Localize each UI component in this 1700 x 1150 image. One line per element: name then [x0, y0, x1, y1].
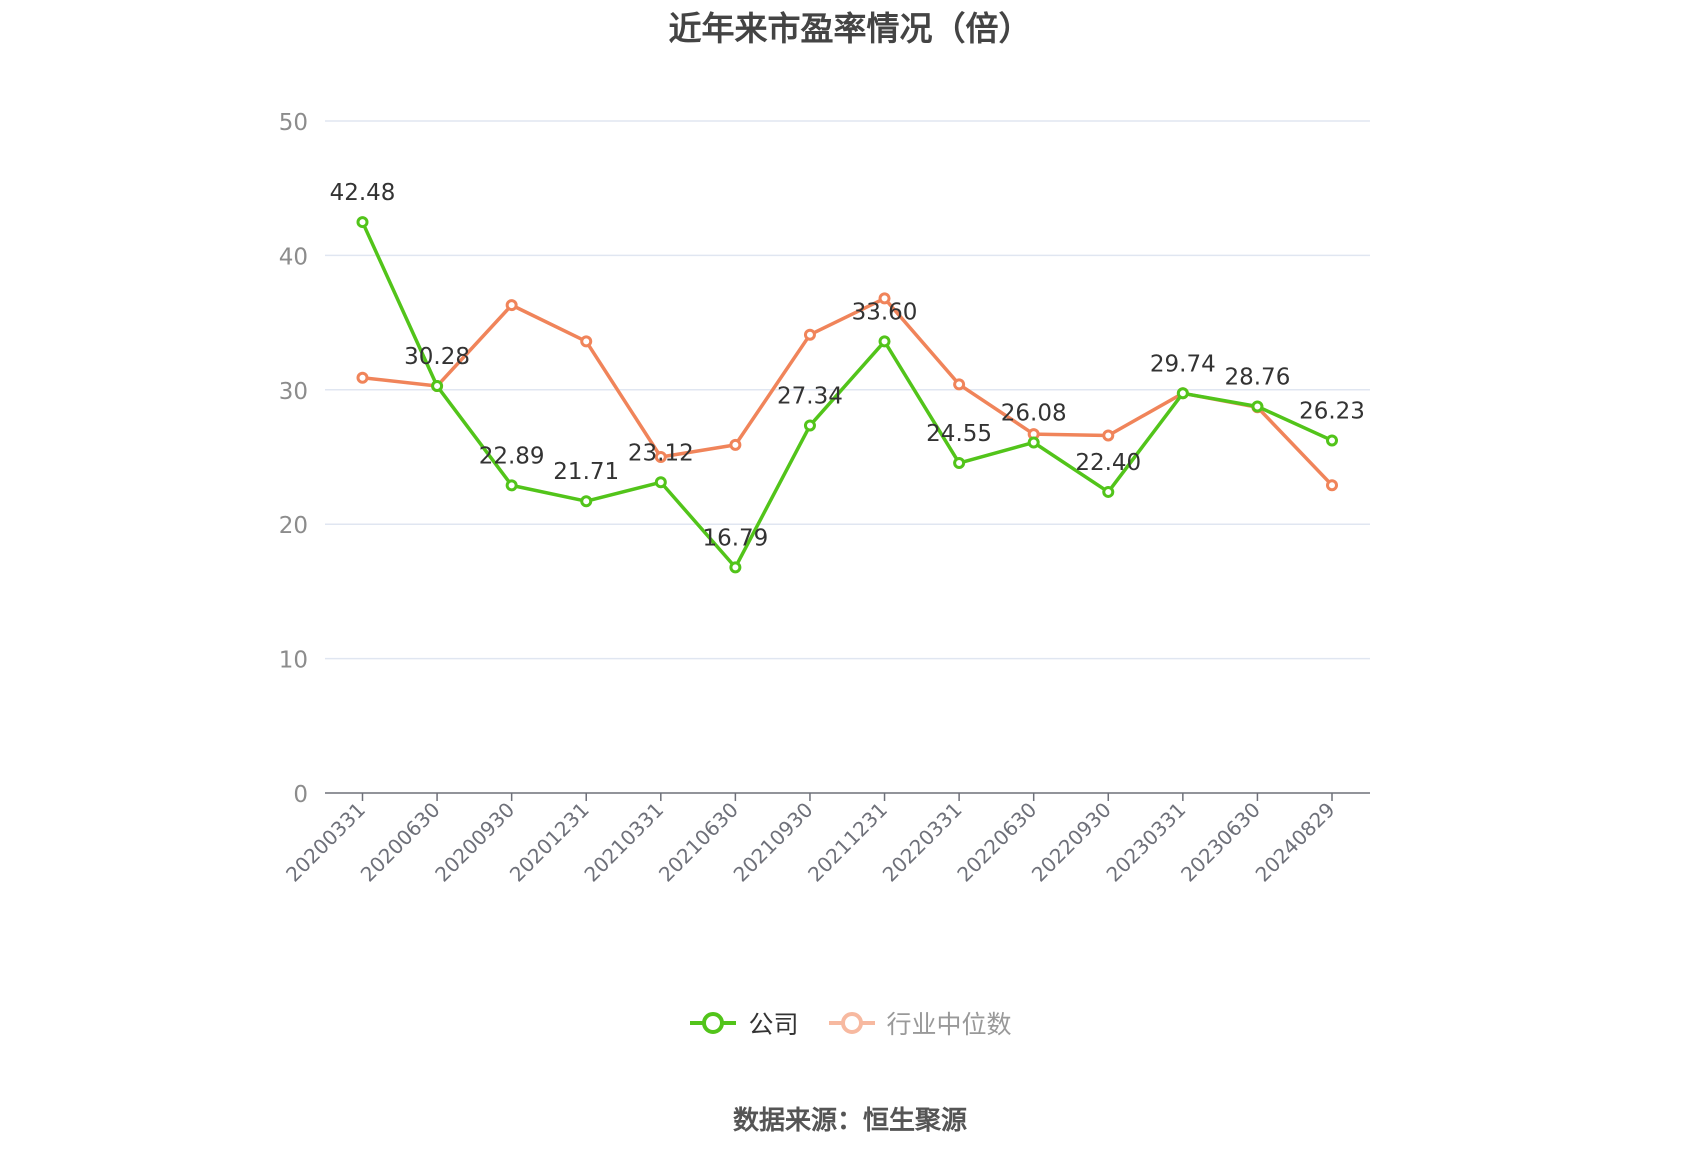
data-label: 23.12 — [628, 440, 694, 466]
data-point[interactable] — [505, 299, 518, 312]
x-tick-label: 20220331 — [878, 798, 967, 887]
data-point[interactable] — [953, 457, 966, 470]
x-tick-label: 20210930 — [729, 798, 818, 887]
y-tick-label: 10 — [279, 648, 308, 674]
data-point[interactable] — [1102, 429, 1115, 442]
data-point[interactable] — [1176, 387, 1189, 400]
data-point[interactable] — [356, 371, 369, 384]
legend-company-label: 公司 — [748, 1010, 799, 1039]
x-tick-label: 20220630 — [952, 798, 1041, 887]
data-point[interactable] — [729, 438, 742, 451]
data-point[interactable] — [580, 495, 593, 508]
y-tick-label: 30 — [279, 379, 308, 405]
x-tick-label: 20210630 — [654, 798, 743, 887]
y-tick-label: 20 — [279, 513, 308, 539]
grid-lines — [325, 120, 1370, 660]
data-point[interactable] — [505, 479, 518, 492]
data-point[interactable] — [803, 419, 816, 432]
x-tick-label: 20200331 — [281, 798, 370, 887]
x-tick-label: 20230331 — [1101, 798, 1190, 887]
legend-item-company[interactable]: 公司 — [688, 1005, 799, 1041]
legend-industry-marker-icon — [828, 1012, 875, 1034]
series-line-0 — [360, 221, 1333, 570]
y-tick-label: 40 — [279, 244, 308, 270]
x-tick-label: 20211231 — [803, 798, 892, 887]
x-tick-label: 20230630 — [1176, 798, 1265, 887]
data-label: 29.74 — [1150, 351, 1216, 377]
data-label: 28.76 — [1224, 364, 1290, 390]
x-tick-label: 20240829 — [1251, 798, 1340, 887]
data-point[interactable] — [953, 378, 966, 391]
data-label: 27.34 — [777, 384, 843, 410]
data-point[interactable] — [1326, 479, 1338, 492]
x-tick-label: 20220930 — [1027, 798, 1116, 887]
data-label: 42.48 — [330, 180, 396, 206]
data-point[interactable] — [580, 335, 593, 348]
y-tick-label: 0 — [293, 782, 308, 808]
data-point[interactable] — [878, 292, 891, 305]
chart-title: 近年来市盈率情况（倍） — [668, 9, 1032, 48]
legend-industry-label: 行业中位数 — [886, 1010, 1012, 1039]
data-point[interactable] — [729, 561, 742, 574]
data-source: 数据来源：恒生聚源 — [732, 1106, 967, 1136]
legend-item-industry[interactable]: 行业中位数 — [827, 1005, 1012, 1041]
y-tick-label: 50 — [279, 110, 308, 136]
data-label: 16.79 — [702, 525, 768, 551]
x-axis: 2020033120200630202009302020123120210331… — [281, 792, 1370, 887]
y-axis-ticks: 0 10 20 30 40 50 — [279, 110, 308, 808]
data-point[interactable] — [431, 380, 444, 393]
data-label: 22.89 — [479, 443, 545, 469]
legend: 公司 行业中位数 — [0, 1005, 1700, 1041]
data-label: 26.23 — [1299, 398, 1365, 424]
x-tick-label: 20201231 — [505, 798, 594, 887]
data-labels: 42.48 30.28 22.89 21.71 23.12 16.79 27.34 33.60… — [330, 180, 1365, 551]
x-tick-label: 20200630 — [356, 798, 445, 887]
x-tick-label: 20210331 — [579, 798, 668, 887]
data-label: 22.40 — [1075, 450, 1141, 476]
data-point[interactable] — [1251, 400, 1264, 413]
series-line-1 — [362, 296, 1334, 487]
series-lines — [356, 216, 1338, 574]
data-label: 30.28 — [404, 344, 470, 370]
data-label: 33.60 — [852, 299, 918, 325]
data-point[interactable] — [1326, 434, 1338, 447]
data-label: 21.71 — [553, 459, 619, 485]
data-point[interactable] — [356, 216, 369, 229]
data-point[interactable] — [803, 328, 816, 341]
data-point[interactable] — [654, 451, 667, 463]
x-tick-label: 20200930 — [430, 798, 519, 887]
data-point[interactable] — [878, 335, 891, 348]
data-point[interactable] — [1027, 436, 1040, 449]
data-label: 26.08 — [1001, 400, 1067, 426]
data-label: 24.55 — [926, 421, 992, 447]
data-point[interactable] — [1102, 485, 1115, 498]
data-point[interactable] — [654, 476, 667, 489]
legend-company-marker-icon — [690, 1012, 737, 1034]
